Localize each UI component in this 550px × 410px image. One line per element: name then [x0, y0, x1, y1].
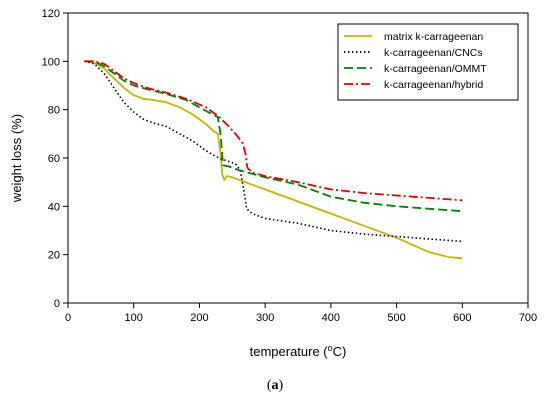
y-tick-label: 80: [48, 105, 60, 117]
y-tick-label: 60: [48, 153, 60, 165]
series-lines: [84, 60, 463, 260]
x-tick-label: 200: [190, 312, 208, 324]
series-line-0: [84, 60, 463, 260]
x-axis-label-suffix: C): [333, 344, 347, 359]
y-axis-label: weight loss (%): [9, 114, 24, 203]
y-tick-label: 120: [42, 8, 60, 20]
x-tick-label: 700: [519, 312, 537, 324]
series-line-2: [84, 60, 463, 213]
x-tick-label: 600: [453, 312, 471, 324]
x-axis-label: temperature (oC): [250, 343, 347, 359]
x-tick-label: 0: [65, 312, 71, 324]
x-axis-label-prefix: temperature (: [250, 344, 329, 359]
legend-label-2: k-carrageenan/OMMT: [384, 63, 487, 75]
y-tick-label: 20: [48, 250, 60, 262]
legend-label-3: k-carrageenan/hybrid: [384, 79, 483, 91]
y-tick-label: 100: [42, 56, 60, 68]
legend: matrix k-carrageenan k-carrageenan/CNCs k-…: [337, 23, 519, 101]
series-line-1: [84, 60, 463, 243]
y-tick-label: 0: [54, 298, 60, 310]
caption-open: (: [266, 378, 272, 393]
x-tick-label: 500: [387, 312, 405, 324]
legend-label-1: k-carrageenan/CNCs: [384, 47, 483, 59]
x-axis-label-sup: o: [328, 343, 333, 353]
x-tick-label: 100: [125, 312, 143, 324]
y-tick-label: 40: [48, 201, 60, 213]
axis-ticks: 0 100 200 300 400 500 600 700 0 20 40 60 80 100 120: [42, 8, 538, 324]
legend-label-0: matrix k-carrageenan: [384, 31, 483, 43]
caption-close: ): [278, 378, 284, 393]
caption-letter: a: [271, 378, 279, 393]
x-tick-label: 300: [256, 312, 274, 324]
x-tick-label: 400: [322, 312, 340, 324]
series-line-3: [84, 60, 463, 202]
figure-caption: (a): [0, 378, 550, 394]
